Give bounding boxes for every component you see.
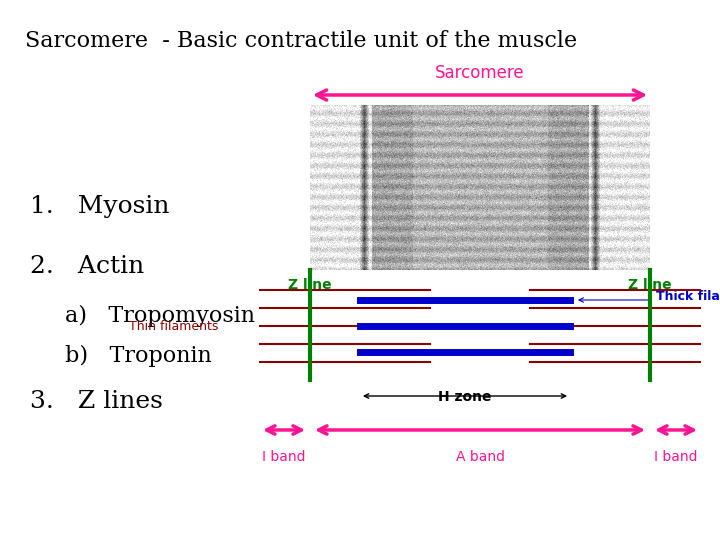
Text: 3.   Z lines: 3. Z lines bbox=[30, 390, 163, 413]
Text: b)   Troponin: b) Troponin bbox=[65, 345, 212, 367]
Text: H zone: H zone bbox=[438, 390, 492, 404]
Text: Z line: Z line bbox=[628, 278, 672, 292]
Text: a)   Tropomyosin: a) Tropomyosin bbox=[65, 305, 255, 327]
Text: Sarcomere: Sarcomere bbox=[435, 64, 525, 82]
Text: Thin filaments: Thin filaments bbox=[129, 320, 218, 333]
Text: I band: I band bbox=[262, 450, 306, 464]
Text: Z line: Z line bbox=[288, 278, 332, 292]
Text: Sarcomere  - Basic contractile unit of the muscle: Sarcomere - Basic contractile unit of th… bbox=[25, 30, 577, 52]
Text: I band: I band bbox=[654, 450, 698, 464]
Text: 1.   Myosin: 1. Myosin bbox=[30, 195, 169, 218]
Text: 2.   Actin: 2. Actin bbox=[30, 255, 144, 278]
Text: Thick filaments: Thick filaments bbox=[656, 289, 720, 302]
Text: A band: A band bbox=[456, 450, 505, 464]
